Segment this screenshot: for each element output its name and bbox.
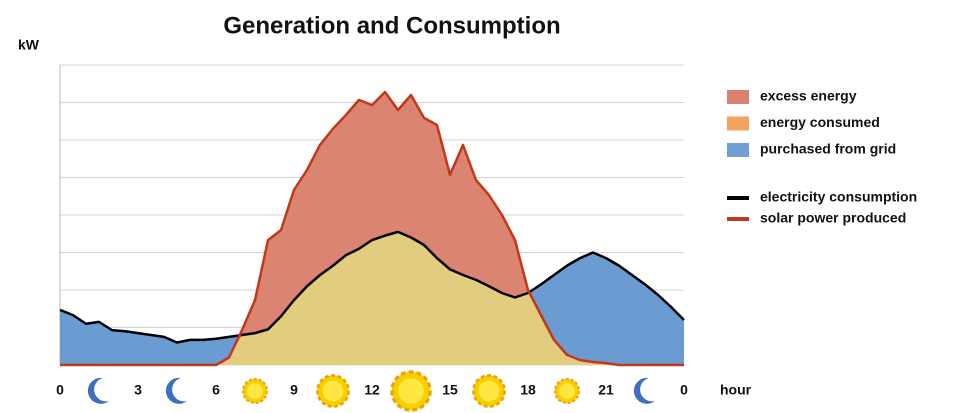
x-tick-label: 0 bbox=[680, 382, 688, 398]
legend-label: purchased from grid bbox=[760, 141, 896, 157]
chart-title: Generation and Consumption bbox=[223, 12, 560, 39]
sun-icon bbox=[316, 374, 350, 408]
legend-label: electricity consumption bbox=[760, 189, 917, 205]
moon-icon bbox=[165, 377, 187, 404]
x-tick-label: 0 bbox=[56, 382, 64, 398]
sun-icon bbox=[242, 378, 268, 404]
y-axis-label: kW bbox=[18, 37, 40, 53]
moon-icon bbox=[87, 377, 109, 404]
sun-icon bbox=[554, 378, 580, 404]
x-tick-label: 6 bbox=[212, 382, 220, 398]
x-tick-label: 21 bbox=[598, 382, 614, 398]
legend-swatch bbox=[727, 143, 749, 157]
x-tick-label: 15 bbox=[442, 382, 458, 398]
x-tick-label: 18 bbox=[520, 382, 536, 398]
x-tick-label: 3 bbox=[134, 382, 142, 398]
legend-swatch bbox=[727, 116, 749, 131]
x-axis-label: hour bbox=[720, 382, 752, 398]
area-consumed bbox=[60, 231, 684, 365]
x-tick-label: 12 bbox=[364, 382, 380, 398]
moon-icon bbox=[633, 377, 655, 404]
legend-label: solar power produced bbox=[760, 210, 906, 226]
line bbox=[60, 90, 684, 367]
sun-icon bbox=[390, 370, 432, 412]
legend-swatch bbox=[727, 90, 749, 104]
line bbox=[59, 230, 685, 344]
x-tick-label: 9 bbox=[290, 382, 298, 398]
legend-label: excess energy bbox=[760, 88, 857, 104]
sun-icon bbox=[472, 374, 506, 408]
legend-label: energy consumed bbox=[760, 114, 880, 130]
icons bbox=[87, 370, 655, 412]
